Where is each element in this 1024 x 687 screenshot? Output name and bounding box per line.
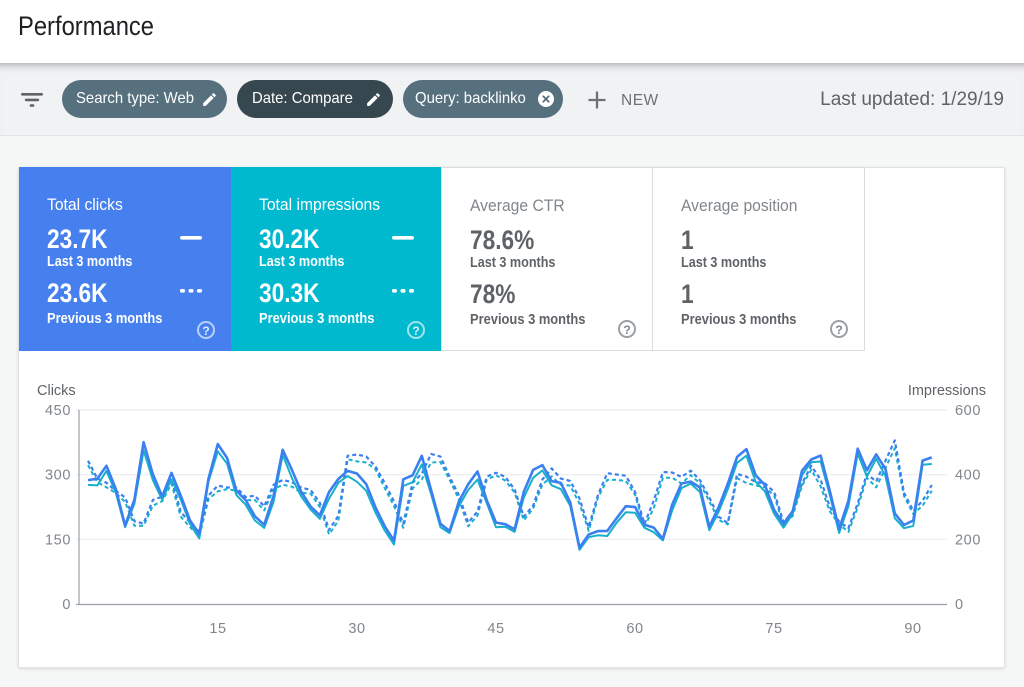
svg-text:200: 200 <box>955 532 981 548</box>
svg-text:15: 15 <box>209 621 226 637</box>
svg-text:450: 450 <box>45 403 71 419</box>
svg-text:30: 30 <box>348 621 365 637</box>
svg-text:0: 0 <box>955 597 964 613</box>
svg-text:150: 150 <box>45 532 71 548</box>
svg-text:45: 45 <box>487 621 504 637</box>
svg-text:400: 400 <box>955 468 981 484</box>
svg-text:Impressions: Impressions <box>908 383 986 399</box>
svg-text:60: 60 <box>626 621 643 637</box>
svg-text:Clicks: Clicks <box>37 383 76 399</box>
svg-text:75: 75 <box>765 621 782 637</box>
svg-text:300: 300 <box>45 468 71 484</box>
svg-text:600: 600 <box>955 403 981 419</box>
svg-text:90: 90 <box>904 621 921 637</box>
svg-text:0: 0 <box>62 597 71 613</box>
